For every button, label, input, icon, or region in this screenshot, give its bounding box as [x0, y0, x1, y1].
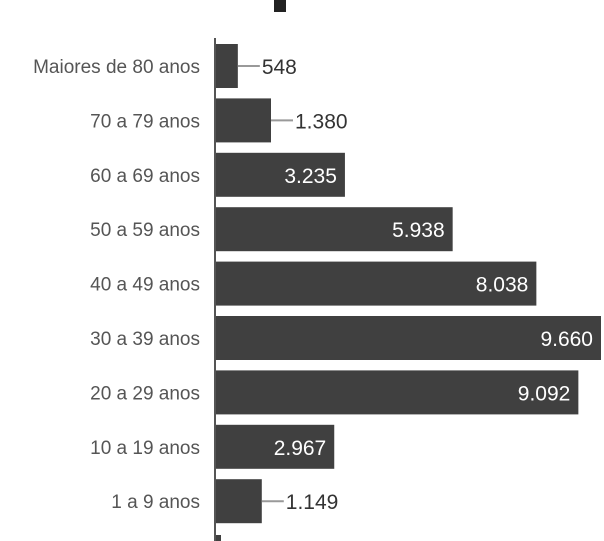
value-label: 9.092: [518, 382, 571, 405]
category-labels-group: Maiores de 80 anos 70 a 79 anos 60 a 69 an…: [33, 57, 200, 513]
category-label: 50 a 59 anos: [90, 220, 200, 241]
cropped-title-fragment: [274, 0, 286, 12]
value-labels-group: 548 1.380 3.235 5.938 8.038 9.660 9.092 2.967 1.…: [237, 56, 593, 514]
category-label: 60 a 69 anos: [90, 166, 200, 187]
bar: [216, 207, 453, 252]
bar: [216, 152, 345, 197]
cropped-bar-fragment: [216, 535, 221, 541]
value-label: 1.149: [286, 491, 339, 514]
category-label: 30 a 39 anos: [90, 329, 200, 350]
category-label: 10 a 19 anos: [90, 438, 200, 459]
value-label: 8.038: [476, 274, 529, 297]
category-label: 20 a 29 anos: [90, 383, 200, 404]
category-label: Maiores de 80 anos: [33, 57, 200, 78]
bar: [216, 98, 271, 143]
bar: [216, 479, 262, 524]
category-label: 40 a 49 anos: [90, 275, 200, 296]
value-label: 2.967: [274, 437, 327, 460]
value-label: 548: [262, 56, 297, 79]
category-label: 70 a 79 anos: [90, 111, 200, 132]
value-label: 5.938: [392, 219, 445, 242]
value-label: 1.380: [295, 110, 348, 133]
value-label: 3.235: [284, 165, 337, 188]
bar: [216, 44, 238, 88]
bar: [216, 370, 579, 415]
bar: [216, 316, 601, 360]
category-label: 1 a 9 anos: [111, 492, 200, 513]
bar: [216, 424, 335, 469]
value-label: 9.660: [540, 328, 593, 351]
bars-group: [216, 44, 601, 541]
bar: [216, 261, 537, 306]
